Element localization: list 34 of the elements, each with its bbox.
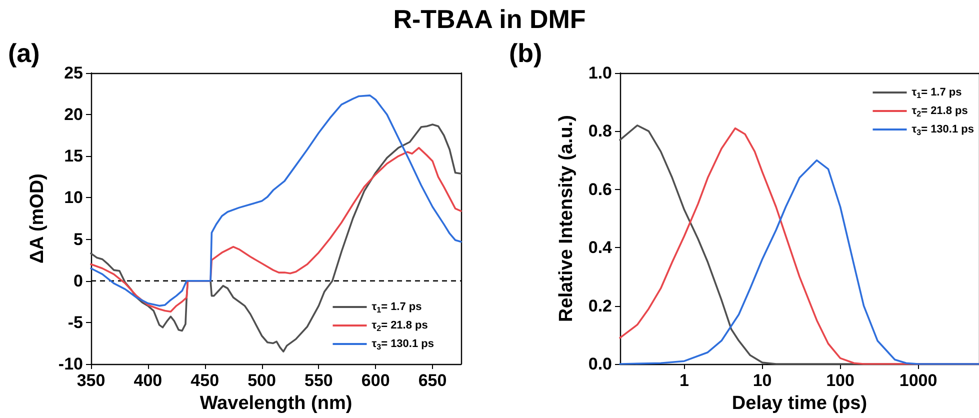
line-series [90, 146, 462, 313]
x-tick-label: 650 [418, 371, 447, 390]
y-tick-label: 0.6 [588, 180, 612, 199]
x-axis-title: Delay time (ps) [732, 393, 868, 414]
text: (b) [509, 38, 542, 68]
x-tick-label: 1000 [899, 371, 938, 390]
y-tick-label: 0.2 [588, 296, 612, 316]
y-tick-label: -10 [58, 354, 83, 374]
x-tick-label: 350 [76, 371, 106, 390]
x-tick-label: 100 [826, 371, 854, 390]
text: (a) [8, 38, 40, 68]
y-tick-label: 20 [64, 105, 83, 124]
y-axis-title: ΔA (mOD) [27, 174, 48, 264]
y-tick-label: 1.0 [588, 64, 612, 82]
x-axis-title: Wavelength (nm) [200, 393, 352, 414]
x-tick-label: 550 [304, 371, 333, 390]
x-tick-label: 400 [134, 371, 162, 390]
y-tick-label: 25 [64, 64, 83, 82]
y-axis-title: Relative Intensity (a.u.) [556, 115, 577, 322]
y-tick-label: 10 [64, 188, 83, 208]
y-tick-label: 0.4 [588, 238, 613, 258]
y-tick-label: 0.8 [588, 122, 612, 141]
x-tick-label: 450 [190, 371, 220, 390]
x-tick-label: 500 [248, 371, 276, 390]
y-tick-label: -5 [68, 312, 83, 332]
chart-title: R-TBAA in DMF [392, 4, 587, 35]
x-tick-label: 10 [752, 371, 772, 390]
y-tick-label: 0.0 [588, 354, 612, 374]
x-tick-label: 1 [680, 371, 690, 390]
y-tick-label: 15 [64, 146, 83, 166]
y-tick-label: 0 [74, 271, 83, 290]
y-tick-label: 5 [74, 230, 83, 249]
x-tick-label: 600 [361, 371, 390, 390]
line-series [90, 124, 462, 352]
